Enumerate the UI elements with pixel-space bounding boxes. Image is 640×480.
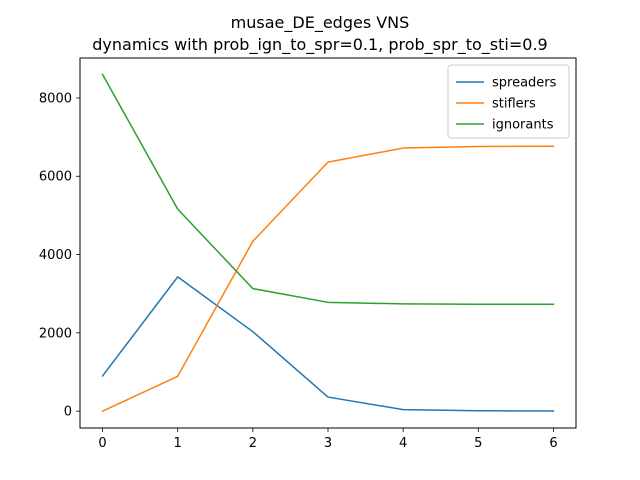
series-line-stiflers bbox=[101, 145, 555, 413]
series-line-ignorants bbox=[101, 73, 555, 306]
y-tick-label: 2000 bbox=[39, 326, 72, 341]
chart-title-line-1: musae_DE_edges VNS bbox=[231, 13, 410, 33]
y-tick-label: 4000 bbox=[39, 248, 72, 263]
x-tick-label: 5 bbox=[474, 436, 482, 451]
legend-label-stiflers: stiflers bbox=[492, 97, 536, 112]
x-tick-label: 3 bbox=[324, 436, 332, 451]
x-tick-label: 6 bbox=[549, 436, 557, 451]
chart-title-line-2: dynamics with prob_ign_to_spr=0.1, prob_… bbox=[92, 35, 547, 55]
y-tick-label: 0 bbox=[64, 405, 72, 420]
y-axis: 0 2000 4000 6000 8000 bbox=[39, 91, 80, 420]
legend-label-spreaders: spreaders bbox=[492, 76, 557, 91]
legend-label-ignorants: ignorants bbox=[492, 118, 554, 133]
x-tick-label: 1 bbox=[174, 436, 182, 451]
legend: spreaders stiflers ignorants bbox=[447, 64, 570, 139]
y-tick-label: 6000 bbox=[39, 170, 72, 185]
x-tick-label: 2 bbox=[249, 436, 257, 451]
series-layer bbox=[101, 73, 555, 413]
x-axis: 0 1 2 3 4 5 6 bbox=[98, 428, 558, 451]
x-tick-label: 4 bbox=[399, 436, 407, 451]
series-line-spreaders bbox=[101, 276, 555, 412]
y-tick-label: 8000 bbox=[39, 91, 72, 106]
x-tick-label: 0 bbox=[98, 436, 106, 451]
legend-box bbox=[447, 64, 570, 139]
